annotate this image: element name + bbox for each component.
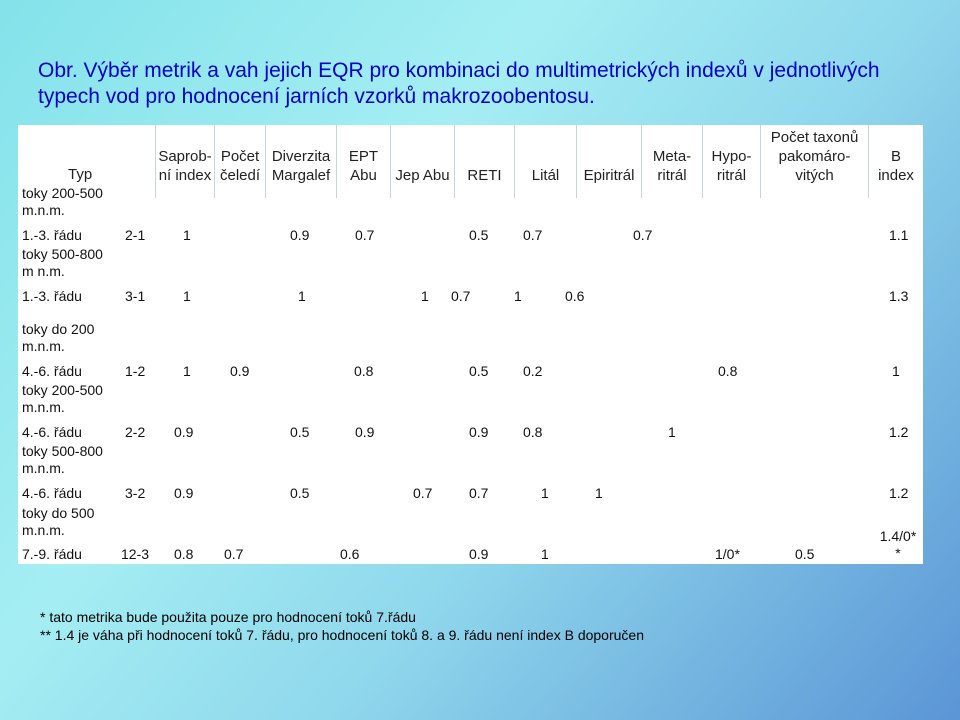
header-pakomarovitych: Počet taxonů pakomáro-vitých bbox=[770, 129, 859, 184]
row-type-code: 12-3 bbox=[121, 546, 150, 562]
value-epiritral: 0.6 bbox=[565, 288, 585, 304]
value-b-index: 1.3 bbox=[889, 288, 909, 304]
value-lital: 0.9 bbox=[469, 546, 489, 562]
row-group-label: toky 500-800 m n.m. bbox=[22, 246, 103, 279]
header-epiritral: Epiritrál bbox=[583, 167, 635, 184]
header-divider bbox=[760, 125, 761, 198]
value-hyporitral: 1/0* bbox=[715, 546, 740, 562]
value-lital: 0.9 bbox=[469, 424, 489, 440]
value-lital: 0.5 bbox=[469, 363, 489, 379]
header-jep-abu: Jep Abu bbox=[395, 167, 450, 184]
header-divider bbox=[155, 125, 156, 198]
footnote-1: * tato metrika bude použita pouze pro ho… bbox=[40, 609, 416, 625]
row-group-label: toky 200-500 m.n.m. bbox=[22, 185, 103, 218]
header-divider bbox=[454, 125, 455, 198]
value-jep-abu: 0.8 bbox=[354, 363, 374, 379]
value-pocet-celedi: 0.9 bbox=[230, 363, 250, 379]
header-typ: Typ bbox=[68, 166, 93, 183]
value-epiritral: 1 bbox=[541, 485, 549, 501]
value-saprob: 1 bbox=[183, 288, 191, 304]
page-title: Obr. Výběr metrik a vah jejich EQR pro k… bbox=[38, 59, 880, 108]
row-order-label: 7.-9. řádu bbox=[22, 546, 82, 562]
value-reti: 0.5 bbox=[469, 227, 489, 243]
header-divider bbox=[868, 125, 869, 198]
header-saprob: Saprob-ní index bbox=[158, 148, 212, 184]
value-epiritral: 0.8 bbox=[523, 424, 543, 440]
value-pocet-celedi: 0.7 bbox=[224, 546, 244, 562]
value-epiritral: 1 bbox=[541, 546, 549, 562]
row-group-label: toky 200-500 m.n.m. bbox=[22, 382, 103, 415]
value-ept: 0.9 bbox=[355, 424, 375, 440]
value-reti: 0.7 bbox=[451, 288, 471, 304]
value-diverzita: 1 bbox=[298, 288, 306, 304]
footnotes: * tato metrika bude použita pouze pro ho… bbox=[40, 608, 920, 644]
row-type-code: 2-2 bbox=[125, 424, 146, 440]
header-divider bbox=[641, 125, 642, 198]
header-diverzita: Diverzita Margalef bbox=[271, 148, 331, 184]
row-order-label: 1.-3. řádu bbox=[22, 227, 82, 243]
value-b-index: 1.4/0* * bbox=[879, 528, 917, 561]
header-divider bbox=[214, 125, 215, 198]
value-lital: 1 bbox=[514, 288, 522, 304]
value-saprob: 1 bbox=[183, 363, 191, 379]
row-type-code: 3-1 bbox=[125, 288, 146, 304]
header-pocet-celedi: Počet čeledí bbox=[219, 148, 261, 184]
row-type-code: 1-2 bbox=[125, 363, 146, 379]
footnote-2: ** 1.4 je váha při hodnocení toků 7. řád… bbox=[40, 627, 644, 643]
value-pakomarovitych: 0.5 bbox=[795, 546, 815, 562]
header-divider bbox=[390, 125, 391, 198]
header-ept-abu: EPT Abu bbox=[348, 148, 379, 184]
value-diverzita: 0.5 bbox=[290, 485, 310, 501]
header-divider bbox=[576, 125, 577, 198]
value-metaritral: 1 bbox=[595, 485, 603, 501]
row-order-label: 4.-6. řádu bbox=[22, 485, 82, 501]
row-type-code: 3-2 bbox=[125, 485, 146, 501]
header-hyporitral: Hypo-ritrál bbox=[711, 148, 752, 184]
value-diverzita: 0.9 bbox=[290, 227, 310, 243]
row-order-label: 1.-3. řádu bbox=[22, 288, 82, 304]
value-saprob: 0.9 bbox=[174, 485, 194, 501]
value-saprob: 0.9 bbox=[174, 424, 194, 440]
row-group-label: toky do 200 m.n.m. bbox=[22, 321, 95, 354]
value-lital: 0.7 bbox=[469, 485, 489, 501]
value-b-index: 1 bbox=[892, 363, 900, 379]
header-divider bbox=[336, 125, 337, 198]
row-type-code: 2-1 bbox=[125, 227, 146, 243]
value-metaritral: 0.7 bbox=[633, 227, 653, 243]
value-saprob: 1 bbox=[183, 227, 191, 243]
row-group-label: toky 500-800 m.n.m. bbox=[22, 443, 103, 476]
header-lital: Litál bbox=[531, 167, 560, 184]
header-divider bbox=[514, 125, 515, 198]
value-b-index: 1.2 bbox=[889, 424, 909, 440]
header-reti: RETI bbox=[467, 167, 502, 184]
value-lital: 0.7 bbox=[523, 227, 543, 243]
value-saprob: 0.8 bbox=[174, 546, 194, 562]
value-b-index: 1.2 bbox=[889, 485, 909, 501]
value-b-index: 1.1 bbox=[889, 227, 909, 243]
value-jep-abu: 0.6 bbox=[340, 546, 360, 562]
header-metaritral: Meta-ritrál bbox=[652, 148, 692, 184]
header-divider bbox=[265, 125, 266, 198]
value-pakomarovitych: 0.8 bbox=[718, 363, 738, 379]
value-hyporitral: 1 bbox=[668, 424, 676, 440]
value-epiritral: 0.2 bbox=[523, 363, 543, 379]
value-jep-abu: 1 bbox=[421, 288, 429, 304]
row-group-label: toky do 500 m.n.m. bbox=[22, 505, 95, 538]
value-diverzita: 0.5 bbox=[290, 424, 310, 440]
value-reti: 0.7 bbox=[413, 485, 433, 501]
value-ept: 0.7 bbox=[355, 227, 375, 243]
header-divider bbox=[702, 125, 703, 198]
row-order-label: 4.-6. řádu bbox=[22, 363, 82, 379]
metrics-table: Typ Saprob-ní index Počet čeledí Diverzit… bbox=[18, 125, 923, 564]
row-order-label: 4.-6. řádu bbox=[22, 424, 82, 440]
